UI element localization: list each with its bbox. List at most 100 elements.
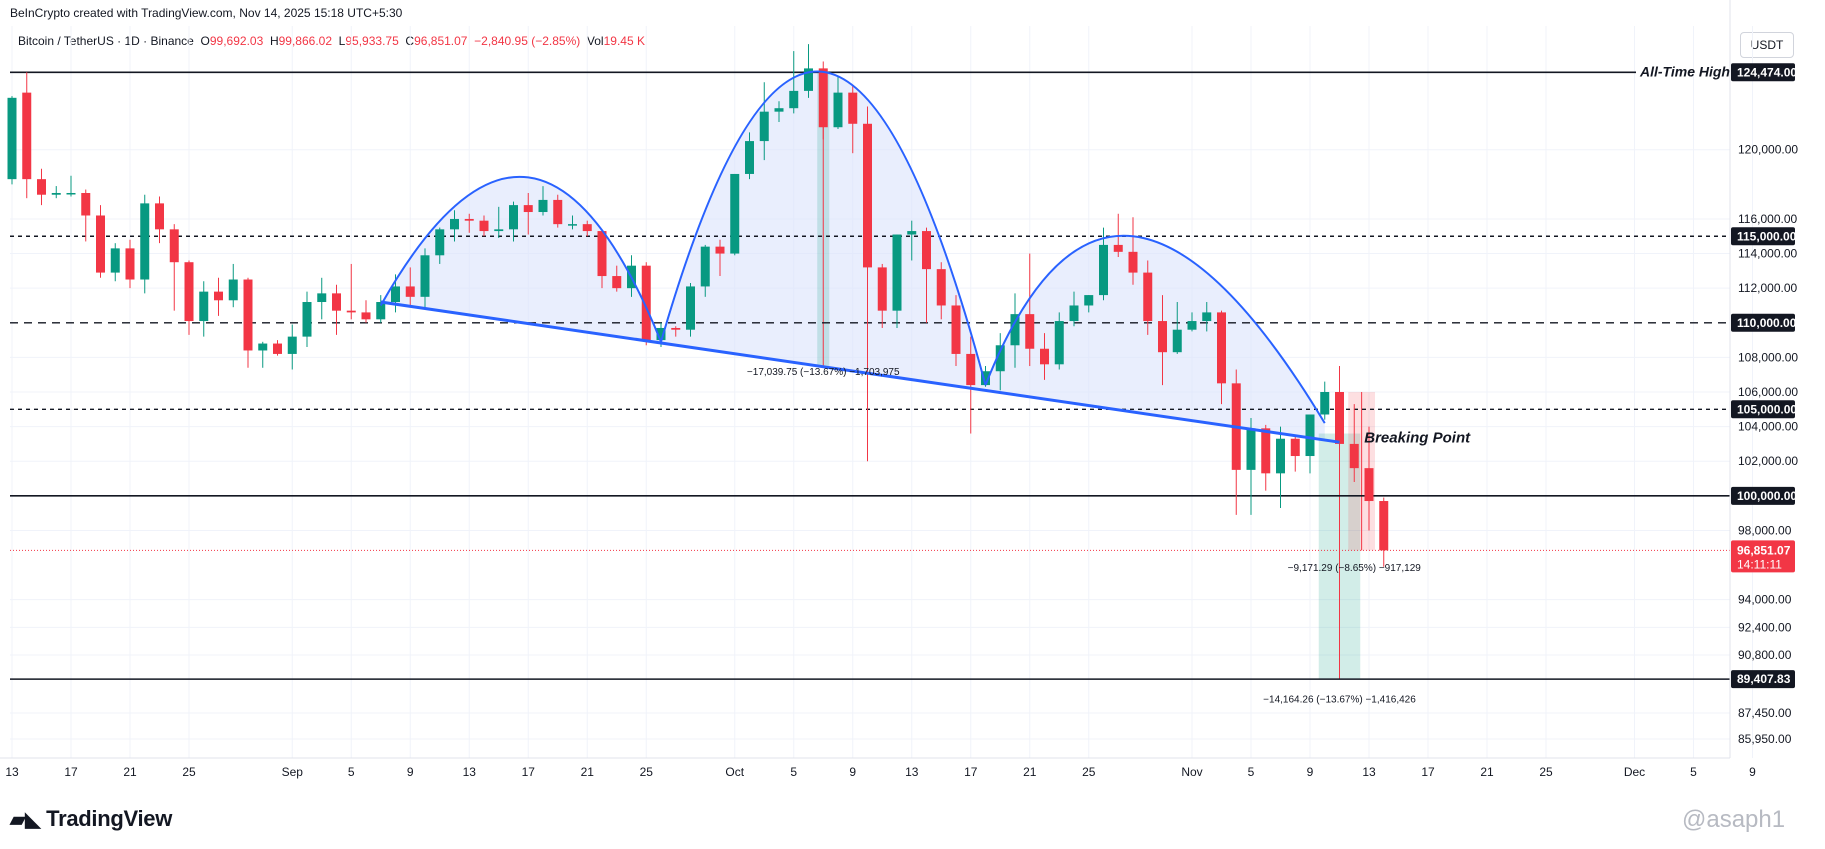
candle bbox=[494, 206, 504, 238]
candle-body bbox=[169, 229, 179, 263]
ohlc-high-label: H bbox=[269, 34, 279, 48]
price-axis-tick: 112,000.00 bbox=[1738, 281, 1797, 295]
candle bbox=[1379, 497, 1389, 567]
candle bbox=[1320, 381, 1330, 420]
candle bbox=[22, 72, 32, 199]
candle-body bbox=[715, 246, 725, 254]
tradingview-logo-icon: ▰◣ bbox=[10, 808, 41, 831]
measure-label: −17,039.75 (−13.67%) −1,703,975 bbox=[747, 367, 900, 378]
candle-body bbox=[892, 234, 902, 311]
candle-body bbox=[125, 248, 135, 280]
pattern-lines bbox=[379, 70, 1340, 444]
ohlc-low-value: 95,933.75 bbox=[345, 34, 399, 48]
price-axis-tick: 98,000.00 bbox=[1738, 523, 1792, 537]
candles bbox=[7, 44, 1389, 567]
candle-body bbox=[7, 97, 17, 180]
level-annotation: All-Time High bbox=[1639, 63, 1730, 79]
candle bbox=[523, 192, 533, 235]
time-axis-tick: 13 bbox=[5, 765, 19, 779]
candle bbox=[464, 213, 474, 233]
candle-body bbox=[1113, 244, 1123, 252]
candle-body bbox=[981, 371, 990, 386]
candle bbox=[273, 340, 282, 356]
candle bbox=[1290, 436, 1300, 472]
time-axis-tick: 5 bbox=[348, 765, 355, 779]
candle bbox=[1143, 260, 1153, 335]
price-level-tag-text: 124,474.00 bbox=[1737, 65, 1797, 79]
candle-body bbox=[1187, 321, 1197, 330]
candle-body bbox=[863, 123, 872, 268]
candle bbox=[1261, 424, 1271, 491]
candle bbox=[1335, 366, 1344, 453]
candle-body bbox=[228, 279, 238, 301]
candle bbox=[110, 243, 120, 282]
candle-countdown-text: 14:11:11 bbox=[1737, 557, 1782, 571]
time-axis-tick: 13 bbox=[905, 765, 919, 779]
price-level-tag-text: 115,000.00 bbox=[1737, 229, 1797, 243]
candle bbox=[1158, 295, 1167, 386]
price-level-tag bbox=[1731, 486, 1795, 505]
candle-body bbox=[81, 192, 91, 216]
chart-creator-line: BeInCrypto created with TradingView.com,… bbox=[10, 6, 403, 20]
price-axis-tick: 114,000.00 bbox=[1738, 247, 1797, 261]
candle-body bbox=[1379, 501, 1389, 551]
candle bbox=[877, 263, 887, 328]
time-axis-tick: 25 bbox=[1082, 765, 1096, 779]
candle bbox=[789, 51, 799, 114]
candle bbox=[1010, 293, 1020, 368]
time-axis-tick: 21 bbox=[1023, 765, 1037, 779]
candle bbox=[1246, 417, 1256, 515]
annotations: All-Time High Breaking Point −17,039.75 (−… bbox=[747, 63, 1730, 705]
price-level-tag bbox=[1731, 313, 1795, 332]
currency-unit-button[interactable]: USDT bbox=[1740, 32, 1794, 58]
candle-body bbox=[1217, 312, 1226, 384]
candle bbox=[553, 194, 563, 228]
candle bbox=[66, 175, 76, 197]
candle bbox=[612, 265, 622, 292]
candle bbox=[774, 101, 784, 123]
symbol-title[interactable]: Bitcoin / TetherUS · 1D · Binance bbox=[18, 34, 194, 48]
candle-body bbox=[420, 255, 430, 297]
candle bbox=[1305, 414, 1315, 474]
candle-body bbox=[1246, 428, 1256, 470]
candle bbox=[907, 220, 917, 261]
price-axis-tick: 104,000.00 bbox=[1738, 420, 1798, 434]
candle bbox=[1349, 404, 1359, 482]
candle-body bbox=[110, 248, 120, 273]
candle bbox=[892, 234, 902, 328]
candle-body bbox=[258, 343, 268, 351]
candle bbox=[420, 248, 430, 309]
current-price-tag bbox=[1731, 540, 1795, 573]
candle bbox=[951, 295, 961, 367]
measure-label: −14,164.26 (−13.67%) −1,416,426 bbox=[1263, 694, 1416, 705]
candle-body bbox=[759, 111, 769, 142]
pattern-fill-area bbox=[380, 176, 661, 343]
price-level-tag-text: 89,407.83 bbox=[1737, 672, 1791, 686]
time-axis-tick: 5 bbox=[790, 765, 797, 779]
candle-body bbox=[184, 262, 194, 322]
candle-body bbox=[302, 302, 312, 337]
candle bbox=[317, 277, 327, 320]
candle-body bbox=[317, 293, 327, 303]
candle-body bbox=[494, 229, 504, 232]
candle bbox=[243, 277, 253, 368]
time-axis-tick: 9 bbox=[849, 765, 856, 779]
price-level-tag bbox=[1731, 63, 1795, 82]
candle bbox=[125, 239, 135, 289]
candle bbox=[169, 224, 179, 311]
tradingview-logo[interactable]: ▰◣ TradingView bbox=[10, 806, 172, 832]
candle-body bbox=[1128, 251, 1138, 273]
candle-body bbox=[1261, 428, 1271, 474]
candle-body bbox=[464, 218, 474, 221]
candle bbox=[1025, 253, 1035, 367]
candle-body bbox=[155, 203, 164, 230]
candle-body bbox=[37, 179, 46, 195]
time-axis-tick: Dec bbox=[1624, 765, 1645, 779]
time-axis-tick: 5 bbox=[1690, 765, 1697, 779]
candle bbox=[361, 300, 371, 323]
candle-body bbox=[951, 305, 961, 354]
candle-body bbox=[907, 231, 917, 235]
volume-value: 19.45 K bbox=[603, 34, 645, 48]
candle bbox=[671, 326, 681, 337]
